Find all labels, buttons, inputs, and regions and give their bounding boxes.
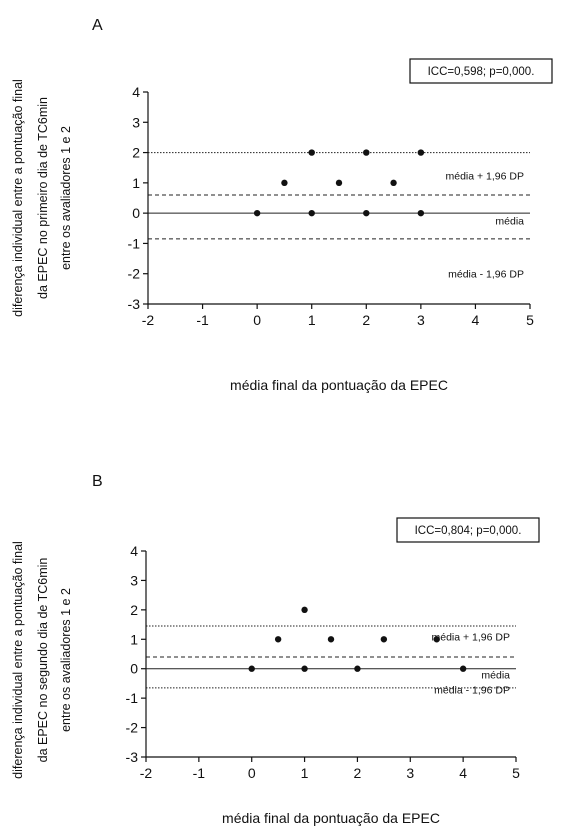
- y-axis-title-line: entre os avaliadores 1 e 2: [59, 126, 73, 270]
- x-tick-label: 1: [301, 765, 309, 781]
- y-tick-label: -3: [128, 296, 141, 312]
- y-axis-title-line: da EPEC no primeiro dia de TC6min: [36, 97, 50, 299]
- reference-line-label: média + 1,96 DP: [431, 631, 510, 643]
- data-point: [380, 636, 388, 643]
- data-point: [281, 179, 288, 187]
- data-point: [363, 209, 370, 217]
- y-tick-label: 2: [132, 145, 140, 161]
- y-tick-label: -2: [126, 720, 139, 736]
- data-point: [459, 665, 467, 672]
- data-point: [335, 179, 343, 187]
- reference-line-label: média + 1,96 DP: [445, 170, 524, 182]
- reference-line-label: média: [481, 670, 510, 682]
- panel-label: A: [92, 17, 103, 34]
- reference-line-label: média - 1,96 DP: [434, 684, 510, 696]
- y-axis-title-line: diferença individual entre a pontuação f…: [11, 541, 25, 779]
- y-tick-label: 3: [132, 114, 140, 130]
- y-axis-title-line: da EPEC no segundo dia de TC6min: [36, 558, 50, 763]
- x-tick-label: 3: [417, 312, 425, 328]
- data-point: [390, 179, 397, 187]
- data-point: [248, 665, 255, 672]
- y-tick-label: 4: [130, 543, 138, 559]
- y-axis-title-line: diferença individual entre a pontuação f…: [11, 79, 25, 317]
- stat-box-text: ICC=0,598; p=0,000.: [428, 66, 535, 78]
- y-tick-label: 1: [130, 631, 138, 647]
- x-tick-label: 4: [459, 765, 467, 781]
- x-tick-label: -1: [193, 765, 206, 781]
- x-tick-label: 3: [406, 765, 414, 781]
- stat-box: [396, 517, 540, 543]
- stat-box: [409, 58, 553, 84]
- data-point: [301, 665, 308, 672]
- data-point: [308, 209, 315, 217]
- data-point: [433, 636, 440, 643]
- x-tick-label: 1: [308, 312, 316, 328]
- x-tick-label: -2: [142, 312, 155, 328]
- data-point: [417, 209, 425, 217]
- x-tick-label: 0: [248, 765, 256, 781]
- chart-panel-b: B ICC=0,804; p=0,000. média + 1,96 DP média…: [11, 473, 540, 826]
- y-tick-label: 2: [130, 602, 138, 618]
- y-tick-label: 0: [130, 661, 138, 677]
- data-point: [354, 665, 361, 672]
- y-tick-label: 3: [130, 572, 138, 588]
- y-tick-label: 1: [132, 175, 140, 191]
- x-tick-label: 4: [472, 312, 480, 328]
- stat-box-text: ICC=0,804; p=0,000.: [415, 525, 522, 537]
- data-point: [363, 149, 370, 156]
- x-tick-label: 2: [354, 765, 362, 781]
- chart-panel-a: A ICC=0,598; p=0,000. média + 1,96 DP média…: [11, 17, 553, 393]
- data-point: [417, 149, 425, 156]
- x-axis-title: média final da pontuação da EPEC: [230, 377, 448, 393]
- x-tick-label: 5: [526, 312, 534, 328]
- x-tick-label: -1: [196, 312, 209, 328]
- y-tick-label: 0: [132, 205, 140, 221]
- y-tick-label: -1: [128, 235, 141, 251]
- y-tick-label: 4: [132, 84, 140, 100]
- y-axis-title-line: entre os avaliadores 1 e 2: [59, 588, 73, 732]
- reference-line-label: média: [495, 216, 524, 228]
- x-tick-label: 2: [362, 312, 370, 328]
- y-tick-label: -2: [128, 266, 141, 282]
- data-point: [327, 636, 335, 643]
- data-point: [301, 606, 308, 614]
- x-axis-title: média final da pontuação da EPEC: [222, 810, 440, 826]
- data-point: [253, 209, 261, 217]
- y-tick-label: -1: [126, 690, 139, 706]
- reference-line-label: média - 1,96 DP: [448, 269, 524, 281]
- x-tick-label: 0: [253, 312, 261, 328]
- panel-label: B: [92, 473, 103, 490]
- x-tick-label: -2: [140, 765, 153, 781]
- data-point: [308, 149, 315, 156]
- y-tick-label: -3: [126, 749, 139, 765]
- data-point: [274, 636, 282, 643]
- x-tick-label: 5: [512, 765, 520, 781]
